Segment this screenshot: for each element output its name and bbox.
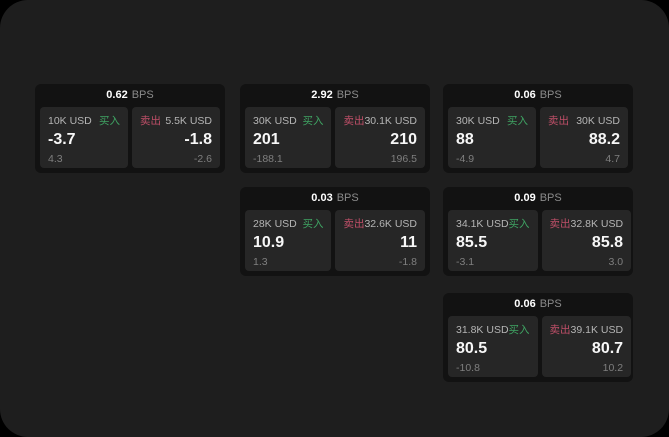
buy-notional: 10K USD: [48, 115, 92, 127]
panels-row: 34.1K USD 买入 85.5 -3.1 卖出 32.8K USD 85.8…: [443, 210, 633, 271]
buy-price: -3.7: [48, 131, 76, 148]
buy-notional: 34.1K USD: [456, 218, 509, 230]
bps-unit-label: BPS: [539, 192, 562, 204]
buy-sub-value: -10.8: [456, 362, 480, 374]
buy-side-label: 买入: [302, 115, 324, 127]
sell-sub-value: 10.2: [602, 362, 624, 374]
buy-panel[interactable]: 30K USD 买入 201 -188.1: [245, 107, 332, 168]
buy-sub-value: -188.1: [253, 153, 283, 165]
buy-price: 88: [456, 131, 474, 148]
quote-card-1: 0.62 BPS 10K USD 买入 -3.7 4.3 卖出 5.5K USD…: [35, 84, 225, 173]
buy-side-label: 买入: [507, 115, 528, 127]
sell-panel[interactable]: 卖出 30.1K USD 210 196.5: [335, 107, 425, 168]
card-header: 0.09 BPS: [443, 187, 633, 210]
panels-row: 10K USD 买入 -3.7 4.3 卖出 5.5K USD -1.8 -2.…: [35, 107, 225, 168]
sell-panel[interactable]: 卖出 32.8K USD 85.8 3.0: [541, 210, 632, 271]
sell-panel[interactable]: 卖出 39.1K USD 80.7 10.2: [541, 316, 632, 377]
sell-side-label: 卖出: [549, 218, 571, 230]
bps-value: 0.03: [311, 192, 333, 204]
buy-panel[interactable]: 28K USD 买入 10.9 1.3: [245, 210, 332, 271]
sell-price: -1.8: [184, 131, 212, 148]
buy-sub-value: -4.9: [456, 153, 475, 165]
quote-card-6: 0.06 BPS 31.8K USD 买入 80.5 -10.8 卖出 39.1…: [443, 293, 633, 382]
card-header: 2.92 BPS: [240, 84, 430, 107]
sell-sub-value: -2.6: [193, 153, 212, 165]
bps-value: 0.06: [514, 89, 536, 101]
card-header: 0.62 BPS: [35, 84, 225, 107]
buy-panel[interactable]: 34.1K USD 买入 85.5 -3.1: [448, 210, 538, 271]
bps-unit-label: BPS: [539, 89, 562, 101]
panels-row: 30K USD 买入 201 -188.1 卖出 30.1K USD 210 1…: [240, 107, 430, 168]
bps-value: 0.09: [514, 192, 536, 204]
card-header: 0.06 BPS: [443, 293, 633, 316]
buy-price: 10.9: [253, 234, 285, 251]
sell-notional: 5.5K USD: [165, 115, 212, 127]
sell-sub-value: 196.5: [390, 153, 417, 165]
buy-sub-value: 1.3: [253, 256, 268, 268]
sell-price: 80.7: [591, 340, 624, 357]
buy-price: 80.5: [456, 340, 488, 357]
sell-price: 11: [400, 234, 417, 251]
buy-side-label: 买入: [302, 218, 324, 230]
sell-notional: 39.1K USD: [570, 324, 624, 336]
buy-sub-value: -3.1: [456, 256, 475, 268]
quote-card-5: 0.09 BPS 34.1K USD 买入 85.5 -3.1 卖出 32.8K…: [443, 187, 633, 276]
buy-side-label: 买入: [508, 218, 530, 230]
sell-side-label: 卖出: [343, 218, 365, 230]
buy-notional: 30K USD: [253, 115, 297, 127]
quote-card-2: 2.92 BPS 30K USD 买入 201 -188.1 卖出 30.1K …: [240, 84, 430, 173]
buy-notional: 30K USD: [456, 115, 500, 127]
sell-side-label: 卖出: [343, 115, 365, 127]
sell-price: 85.8: [591, 234, 624, 251]
sell-panel[interactable]: 卖出 30K USD 88.2 4.7: [540, 107, 628, 168]
sell-sub-value: 4.7: [605, 153, 620, 165]
sell-panel[interactable]: 卖出 5.5K USD -1.8 -2.6: [132, 107, 220, 168]
bps-value: 0.06: [514, 298, 536, 310]
quote-card-4: 0.03 BPS 28K USD 买入 10.9 1.3 卖出 32.6K US…: [240, 187, 430, 276]
buy-panel[interactable]: 30K USD 买入 88 -4.9: [448, 107, 536, 168]
sell-notional: 30K USD: [576, 115, 620, 127]
buy-panel[interactable]: 10K USD 买入 -3.7 4.3: [40, 107, 128, 168]
sell-price: 210: [390, 131, 417, 148]
sell-notional: 32.6K USD: [364, 218, 417, 230]
sell-sub-value: 3.0: [608, 256, 624, 268]
buy-sub-value: 4.3: [48, 153, 63, 165]
card-header: 0.06 BPS: [443, 84, 633, 107]
quote-card-3: 0.06 BPS 30K USD 买入 88 -4.9 卖出 30K USD 8…: [443, 84, 633, 173]
sell-notional: 32.8K USD: [570, 218, 624, 230]
bps-value: 0.62: [106, 89, 128, 101]
sell-sub-value: -1.8: [398, 256, 417, 268]
buy-notional: 31.8K USD: [456, 324, 509, 336]
sell-side-label: 卖出: [549, 324, 571, 336]
panels-row: 31.8K USD 买入 80.5 -10.8 卖出 39.1K USD 80.…: [443, 316, 633, 377]
panels-row: 28K USD 买入 10.9 1.3 卖出 32.6K USD 11 -1.8: [240, 210, 430, 271]
sell-price: 88.2: [588, 131, 620, 148]
sell-panel[interactable]: 卖出 32.6K USD 11 -1.8: [335, 210, 425, 271]
buy-side-label: 买入: [99, 115, 120, 127]
sell-side-label: 卖出: [548, 115, 569, 127]
buy-price: 201: [253, 131, 280, 148]
buy-panel[interactable]: 31.8K USD 买入 80.5 -10.8: [448, 316, 538, 377]
card-header: 0.03 BPS: [240, 187, 430, 210]
panels-row: 30K USD 买入 88 -4.9 卖出 30K USD 88.2 4.7: [443, 107, 633, 168]
sell-side-label: 卖出: [140, 115, 161, 127]
bps-unit-label: BPS: [336, 192, 359, 204]
buy-price: 85.5: [456, 234, 488, 251]
bps-unit-label: BPS: [539, 298, 562, 310]
bps-value: 2.92: [311, 89, 333, 101]
bps-unit-label: BPS: [336, 89, 359, 101]
sell-notional: 30.1K USD: [364, 115, 417, 127]
buy-notional: 28K USD: [253, 218, 297, 230]
buy-side-label: 买入: [508, 324, 530, 336]
bps-unit-label: BPS: [131, 89, 154, 101]
